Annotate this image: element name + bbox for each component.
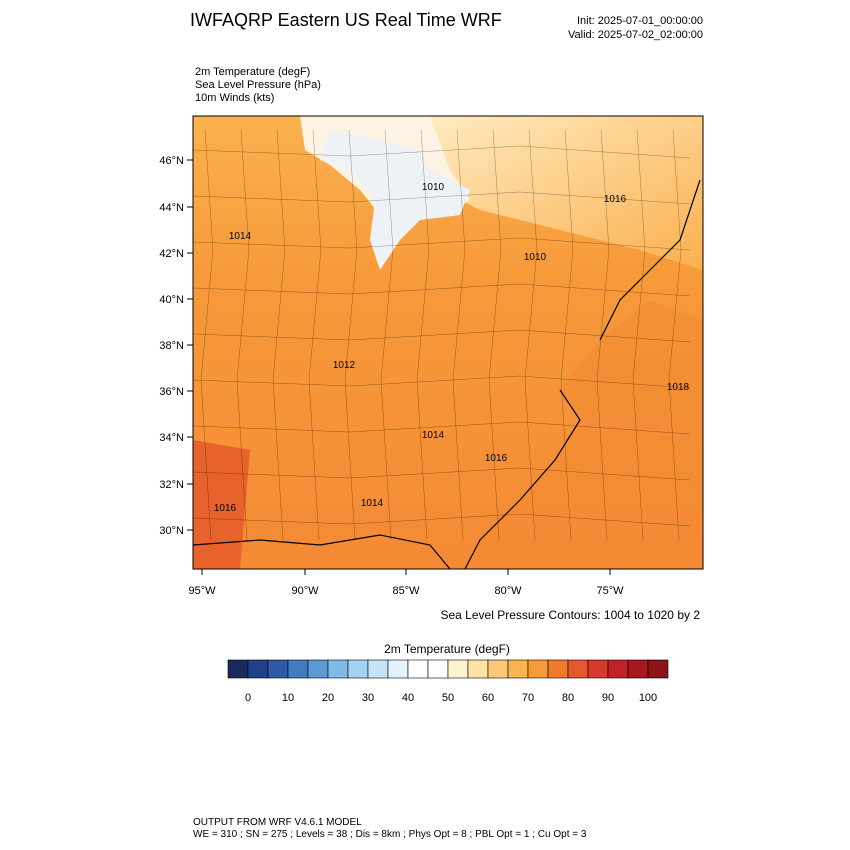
cool-region	[420, 116, 703, 270]
state-line	[380, 129, 394, 541]
colorbar-box	[367, 659, 389, 679]
contour-label: 1012	[333, 360, 356, 371]
footer-line: OUTPUT FROM WRF V4.6.1 MODEL	[193, 817, 362, 828]
map	[192, 115, 704, 570]
colorbar-box	[547, 659, 569, 679]
state-line	[236, 129, 250, 541]
colorbar-tick-label: 90	[602, 692, 614, 704]
lon-label: 75°W	[596, 585, 624, 597]
state-line	[272, 129, 286, 541]
state-lines	[192, 129, 691, 541]
state-line	[192, 283, 691, 297]
field-label: Sea Level Pressure (hPa)	[195, 79, 321, 91]
colorbar-tick-label: 60	[482, 692, 494, 704]
state-line	[192, 329, 691, 343]
state-line	[192, 467, 691, 481]
colorbar-box	[287, 659, 309, 679]
colorbar-tick-label: 10	[282, 692, 294, 704]
state-line	[308, 129, 322, 541]
lon-label: 80°W	[494, 585, 522, 597]
colorbar-box	[447, 659, 469, 679]
ocean	[470, 300, 703, 569]
lat-label: 30°N	[159, 525, 184, 537]
contour-label: 1010	[524, 252, 547, 263]
state-line	[560, 129, 574, 541]
colorbar-box	[587, 659, 609, 679]
contour-label: 1016	[604, 194, 627, 205]
state-line	[192, 191, 691, 205]
colorbar-tick-label: 0	[245, 692, 251, 704]
state-line	[488, 129, 502, 541]
colorbar-title: 2m Temperature (degF)	[384, 642, 510, 656]
hot-region	[193, 440, 250, 569]
lat-label: 36°N	[159, 386, 184, 398]
state-line	[524, 129, 538, 541]
state-line	[452, 129, 466, 541]
field-label: 10m Winds (kts)	[195, 92, 274, 104]
lat-label: 34°N	[159, 432, 184, 444]
colorbar-box	[467, 659, 489, 679]
colorbar-tick-label: 100	[639, 692, 657, 704]
title: IWFAQRP Eastern US Real Time WRF	[190, 10, 502, 30]
lat-label: 46°N	[159, 155, 184, 167]
lat-label: 44°N	[159, 202, 184, 214]
lon-label: 85°W	[392, 585, 420, 597]
state-line	[192, 145, 691, 159]
state-line	[192, 513, 691, 527]
colorbar-box	[487, 659, 509, 679]
state-line	[192, 237, 691, 251]
great-lakes	[320, 130, 470, 270]
colorbar-box	[427, 659, 449, 679]
colorbar-box	[327, 659, 349, 679]
map-frame	[192, 115, 704, 570]
lon-label: 95°W	[188, 585, 216, 597]
colorbar-box	[227, 659, 249, 679]
colorbar-box	[607, 659, 629, 679]
colorbar-box	[407, 659, 429, 679]
footer-line: WE = 310 ; SN = 275 ; Levels = 38 ; Dis …	[193, 829, 587, 840]
state-line	[192, 375, 691, 389]
contour-label: 1010	[422, 182, 445, 193]
colorbar-tick-label: 40	[402, 692, 414, 704]
colorbar-box	[507, 659, 529, 679]
state-line	[668, 129, 682, 541]
state-line	[416, 129, 430, 541]
state-line	[596, 129, 610, 541]
colorbar-box	[627, 659, 649, 679]
colorbar-box	[307, 659, 329, 679]
lon-label: 90°W	[291, 585, 319, 597]
state-line	[344, 129, 358, 541]
lat-label: 38°N	[159, 340, 184, 352]
lat-label: 40°N	[159, 294, 184, 306]
contour-note: Sea Level Pressure Contours: 1004 to 102…	[441, 608, 701, 622]
contour-label: 1014	[229, 231, 252, 242]
colorbar-box	[347, 659, 369, 679]
colorbar-box	[387, 659, 409, 679]
init-time: Init: 2025-07-01_00:00:00	[577, 15, 703, 27]
colorbar-tick-label: 80	[562, 692, 574, 704]
colorbar-tick-label: 70	[522, 692, 534, 704]
colorbar-box	[267, 659, 289, 679]
valid-time: Valid: 2025-07-02_02:00:00	[568, 29, 703, 41]
colorbar-box	[247, 659, 269, 679]
state-line	[632, 129, 646, 541]
field-label: 2m Temperature (degF)	[195, 66, 310, 78]
coastline	[192, 179, 701, 570]
contour-label: 1016	[485, 453, 508, 464]
colorbar-box	[647, 659, 669, 679]
colorbar-box	[567, 659, 589, 679]
contour-label: 1016	[214, 503, 237, 514]
contour-label: 1018	[667, 382, 690, 393]
lat-label: 32°N	[159, 479, 184, 491]
colorbar-tick-label: 30	[362, 692, 374, 704]
contour-label: 1014	[422, 430, 445, 441]
contour-label: 1014	[361, 498, 384, 509]
state-line	[200, 129, 214, 541]
lat-label: 42°N	[159, 248, 184, 260]
colorbar-box	[527, 659, 549, 679]
colorbar-tick-label: 20	[322, 692, 334, 704]
state-line	[192, 421, 691, 435]
colorbar-tick-label: 50	[442, 692, 454, 704]
